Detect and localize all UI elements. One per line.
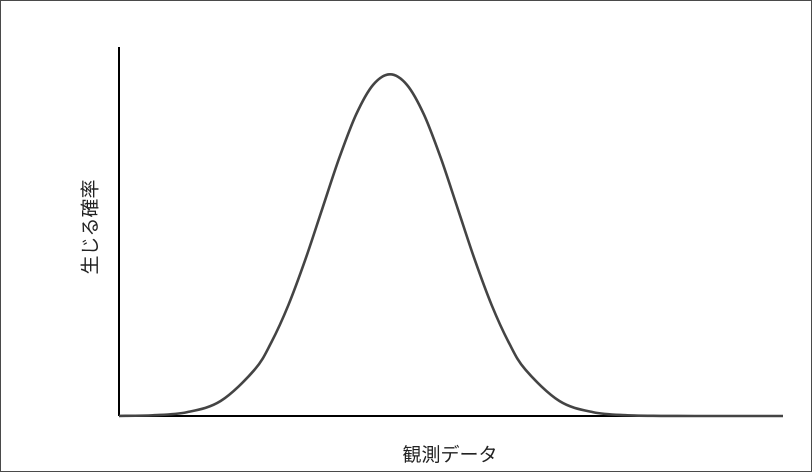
y-axis-label: 生じる確率 (80, 179, 102, 274)
series-layer (118, 73, 783, 418)
series-line-0 (118, 73, 783, 418)
x-axis-label: 観測データ (402, 444, 497, 466)
